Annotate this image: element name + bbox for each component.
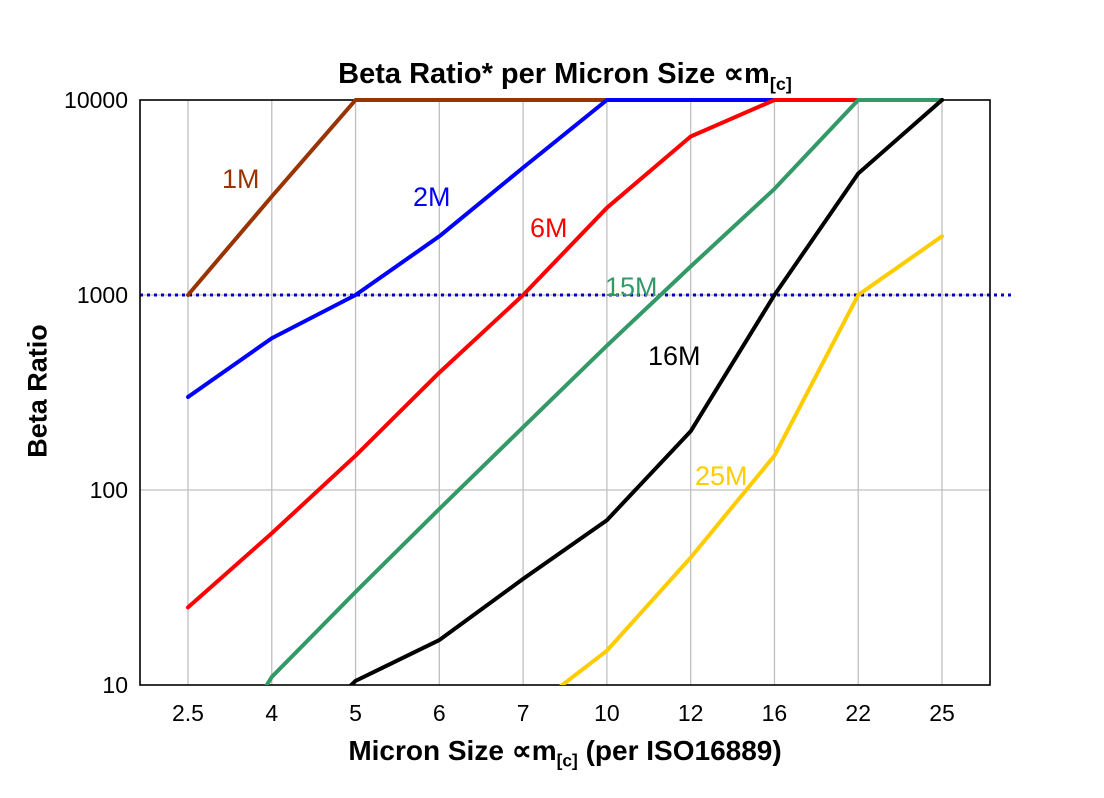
x-tick-25: 25 (929, 700, 955, 726)
x-tick-4: 4 (265, 700, 279, 726)
chart-title-main: Beta Ratio* per Micron Size (338, 58, 724, 90)
series-label-15M: 15M (605, 272, 658, 302)
y-tick-1000: 1000 (76, 282, 128, 308)
x-tick-5: 5 (349, 700, 362, 726)
x-tick-7: 7 (516, 700, 530, 726)
series-label-2M: 2M (413, 182, 451, 212)
x-tick-16: 16 (761, 700, 788, 726)
chart-title: Beta Ratio* per Micron Size ∝m[c] (140, 56, 990, 95)
x-axis-title-post: (per ISO16889) (577, 735, 782, 766)
x-tick-6: 6 (432, 700, 446, 726)
y-tick-10: 10 (102, 672, 128, 698)
series-label-6M: 6M (530, 213, 568, 243)
series-label-25M: 25M (695, 461, 748, 491)
series-line-25M (559, 234, 944, 685)
plot-frame (139, 99, 991, 686)
chart-title-symbol: ∝m (723, 58, 770, 90)
x-tick-2.5: 2.5 (172, 700, 204, 726)
series-line-16M (348, 98, 944, 685)
x-axis-title-pre: Micron Size (348, 735, 512, 766)
series-group (186, 98, 944, 685)
x-tick-12: 12 (677, 700, 704, 726)
x-axis-title: Micron Size ∝m[c] (per ISO16889) (140, 734, 990, 772)
series-label-1M: 1M (222, 164, 260, 194)
series-label-16M: 16M (648, 341, 701, 371)
x-axis-title-symbol: ∝m (511, 735, 557, 766)
series-line-15M (264, 98, 944, 685)
gridlines (140, 100, 990, 685)
x-axis-title-subscript: [c] (556, 750, 578, 771)
x-tick-10: 10 (594, 700, 620, 726)
y-tick-100: 100 (89, 477, 128, 503)
series-line-6M (186, 98, 944, 610)
x-tick-22: 22 (845, 700, 872, 726)
y-tick-10000: 10000 (64, 87, 128, 113)
y-axis-title: Beta Ratio (22, 324, 53, 458)
chart-title-subscript: [c] (769, 73, 792, 94)
